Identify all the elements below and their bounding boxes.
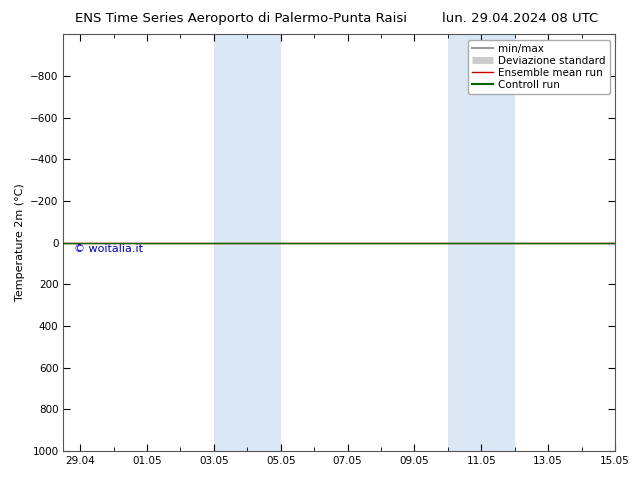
Text: ENS Time Series Aeroporto di Palermo-Punta Raisi: ENS Time Series Aeroporto di Palermo-Pun… <box>75 12 407 25</box>
Legend: min/max, Deviazione standard, Ensemble mean run, Controll run: min/max, Deviazione standard, Ensemble m… <box>468 40 610 94</box>
Bar <box>214 34 281 451</box>
Bar <box>448 34 515 451</box>
Y-axis label: Temperature 2m (°C): Temperature 2m (°C) <box>15 184 25 301</box>
Text: lun. 29.04.2024 08 UTC: lun. 29.04.2024 08 UTC <box>442 12 598 25</box>
Text: © woitalia.it: © woitalia.it <box>74 244 143 254</box>
